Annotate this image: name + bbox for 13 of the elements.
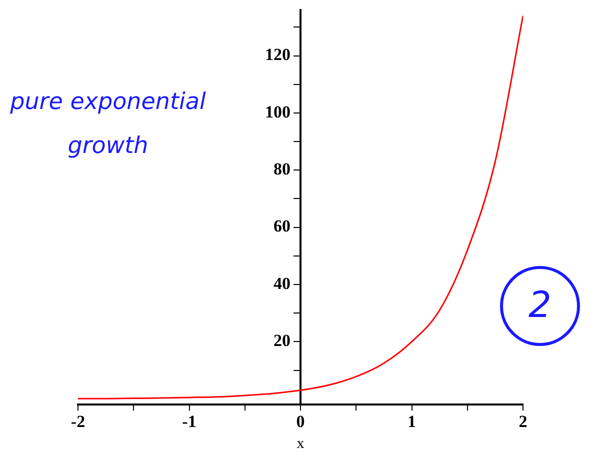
y-tick-label: 20 (274, 331, 290, 350)
x-tick-label: 2 (518, 412, 528, 432)
x-axis-title: x (296, 436, 305, 452)
y-tick-label: 120 (265, 45, 290, 64)
x-tick-label: -1 (182, 412, 196, 432)
x-tick-label: -2 (70, 412, 86, 432)
x-tick-label: 0 (296, 412, 305, 432)
annotation: pure exponential growth (9, 88, 207, 161)
y-tick-label: 60 (274, 216, 290, 236)
x-tick-label: 1 (408, 412, 416, 432)
y-tick-label: 80 (274, 160, 290, 179)
y-tick-label: 100 (265, 102, 290, 122)
y-tick-label: 40 (274, 274, 290, 293)
